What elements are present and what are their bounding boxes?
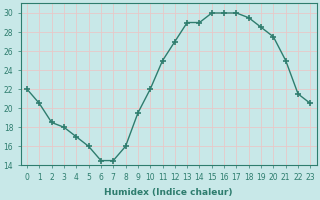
X-axis label: Humidex (Indice chaleur): Humidex (Indice chaleur) [104, 188, 233, 197]
